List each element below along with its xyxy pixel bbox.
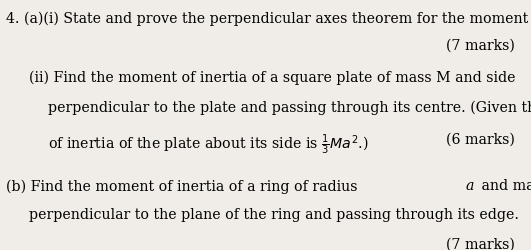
Text: and mass M about an axis: and mass M about an axis [476, 179, 531, 193]
Text: (b) Find the moment of inertia of a ring of radius: (b) Find the moment of inertia of a ring… [6, 179, 362, 193]
Text: (ii) Find the moment of inertia of a square plate of mass M and side: (ii) Find the moment of inertia of a squ… [29, 70, 520, 84]
Text: perpendicular to the plane of the ring and passing through its edge.: perpendicular to the plane of the ring a… [29, 208, 519, 222]
Text: a: a [466, 179, 474, 193]
Text: (6 marks): (6 marks) [446, 132, 515, 146]
Text: 4. (a)(i) State and prove the perpendicular axes theorem for the moment of inert: 4. (a)(i) State and prove the perpendicu… [6, 11, 531, 26]
Text: perpendicular to the plate and passing through its centre. (Given that the momen: perpendicular to the plate and passing t… [48, 100, 531, 114]
Text: (7 marks): (7 marks) [446, 39, 515, 53]
Text: of inertia of the plate about its side is $\frac{1}{3}Ma^{2}$.): of inertia of the plate about its side i… [48, 132, 369, 157]
Text: (7 marks): (7 marks) [446, 236, 515, 250]
